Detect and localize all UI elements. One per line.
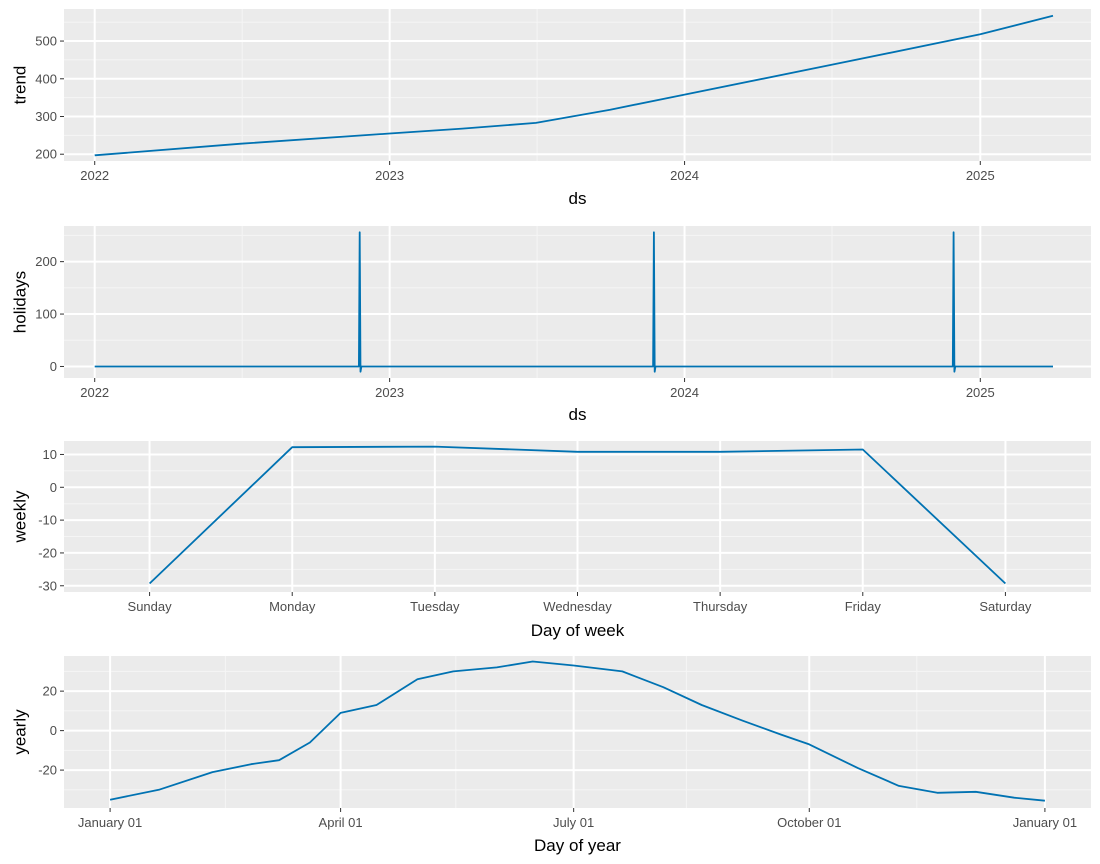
y-tick-label: 200 (35, 254, 57, 269)
panel-background (64, 226, 1091, 378)
panel-background (64, 656, 1091, 808)
y-tick-label: 0 (50, 723, 57, 738)
x-axis-title: Day of week (531, 621, 625, 640)
y-axis-title: yearly (10, 709, 29, 755)
x-tick-label: 2023 (375, 385, 404, 400)
panel-weekly: Sunday Monday Tuesday Wednesday Thursday Frid… (10, 441, 1091, 640)
x-tick-label: Wednesday (543, 599, 612, 614)
series-line-yearly (109, 660, 1045, 802)
y-tick-label: -20 (38, 545, 57, 560)
x-axis-title: ds (569, 189, 587, 208)
y-tick-label: 300 (35, 109, 57, 124)
y-axis-title: trend (10, 66, 29, 105)
y-tick-label: 0 (50, 359, 57, 374)
x-tick-label: 2025 (966, 385, 995, 400)
y-tick-label: 10 (43, 447, 57, 462)
x-tick-label: 2023 (375, 168, 404, 183)
x-tick-label: Tuesday (410, 599, 460, 614)
panel-yearly: January 01 April 01 July 01 October 01 Janua… (10, 656, 1091, 855)
y-tick-label: 100 (35, 307, 57, 322)
y-tick-label: -10 (38, 513, 57, 528)
series-line-weekly (148, 445, 1007, 585)
x-tick-label: Monday (269, 599, 316, 614)
x-tick-label: October 01 (777, 815, 841, 830)
x-tick-label: January 01 (1013, 815, 1077, 830)
x-tick-label: Saturday (979, 599, 1032, 614)
x-axis-title: ds (569, 405, 587, 424)
x-tick-label: Sunday (128, 599, 173, 614)
panel-holidays: 2022 2023 2024 2025 0 100 200 ds holidays (10, 226, 1091, 424)
x-tick-label: 2022 (80, 385, 109, 400)
panel-background (64, 9, 1091, 161)
x-tick-label: 2025 (966, 168, 995, 183)
panel-trend: 2022 2023 2024 2025 200 300 400 500 ds trend (10, 9, 1091, 208)
series-line-holidays (94, 231, 1053, 373)
x-tick-label: April 01 (319, 815, 363, 830)
x-tick-label: Friday (845, 599, 882, 614)
y-axis-title: weekly (10, 490, 29, 543)
y-tick-label: 500 (35, 34, 57, 49)
x-tick-label: 2024 (670, 385, 699, 400)
series-line-trend (94, 14, 1054, 157)
x-tick-label: Thursday (693, 599, 748, 614)
y-tick-label: 400 (35, 71, 57, 86)
y-tick-label: -30 (38, 578, 57, 593)
y-tick-label: 20 (43, 684, 57, 699)
y-tick-label: 200 (35, 147, 57, 162)
x-tick-label: January 01 (78, 815, 142, 830)
x-tick-label: July 01 (553, 815, 594, 830)
y-axis-title: holidays (10, 271, 29, 333)
y-tick-label: 0 (50, 480, 57, 495)
x-axis-title: Day of year (534, 836, 621, 855)
x-tick-label: 2022 (80, 168, 109, 183)
x-tick-label: 2024 (670, 168, 699, 183)
y-tick-label: -20 (38, 763, 57, 778)
